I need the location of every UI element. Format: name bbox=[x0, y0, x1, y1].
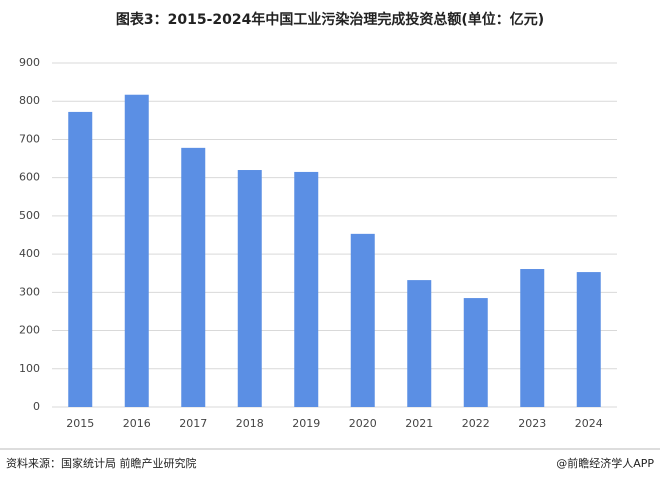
y-tick-label: 400 bbox=[19, 247, 40, 260]
y-tick-label: 700 bbox=[19, 132, 40, 145]
y-tick-label: 500 bbox=[19, 209, 40, 222]
x-tick-label: 2018 bbox=[236, 417, 264, 430]
bar bbox=[520, 269, 545, 407]
chart-title: 图表3：2015-2024年中国工业污染治理完成投资总额(单位：亿元) bbox=[116, 11, 544, 28]
bar bbox=[124, 94, 149, 408]
x-tick-label: 2017 bbox=[179, 417, 207, 430]
y-tick-label: 600 bbox=[19, 171, 40, 184]
y-tick-label: 800 bbox=[19, 94, 40, 107]
x-tick-label: 2024 bbox=[575, 417, 603, 430]
bar bbox=[407, 280, 432, 407]
bar bbox=[294, 171, 319, 407]
y-tick-label: 0 bbox=[33, 400, 40, 413]
x-tick-label: 2023 bbox=[518, 417, 546, 430]
bar bbox=[181, 147, 206, 407]
y-tick-label: 300 bbox=[19, 285, 40, 298]
bar bbox=[350, 233, 375, 407]
x-tick-label: 2022 bbox=[462, 417, 490, 430]
y-tick-label: 100 bbox=[19, 362, 40, 375]
source: 资料来源：国家统计局 前瞻产业研究院 bbox=[6, 456, 197, 470]
x-tick-label: 2015 bbox=[66, 417, 94, 430]
bar bbox=[68, 111, 93, 408]
bar bbox=[576, 272, 601, 407]
credit: @前瞻经济学人APP bbox=[556, 456, 654, 470]
bar bbox=[463, 298, 488, 407]
x-tick-label: 2016 bbox=[123, 417, 151, 430]
y-tick-label: 200 bbox=[19, 324, 40, 337]
y-tick-label: 900 bbox=[19, 56, 40, 69]
x-tick-label: 2021 bbox=[405, 417, 433, 430]
x-tick-label: 2020 bbox=[349, 417, 377, 430]
x-tick-label: 2019 bbox=[292, 417, 320, 430]
bar bbox=[237, 170, 262, 407]
